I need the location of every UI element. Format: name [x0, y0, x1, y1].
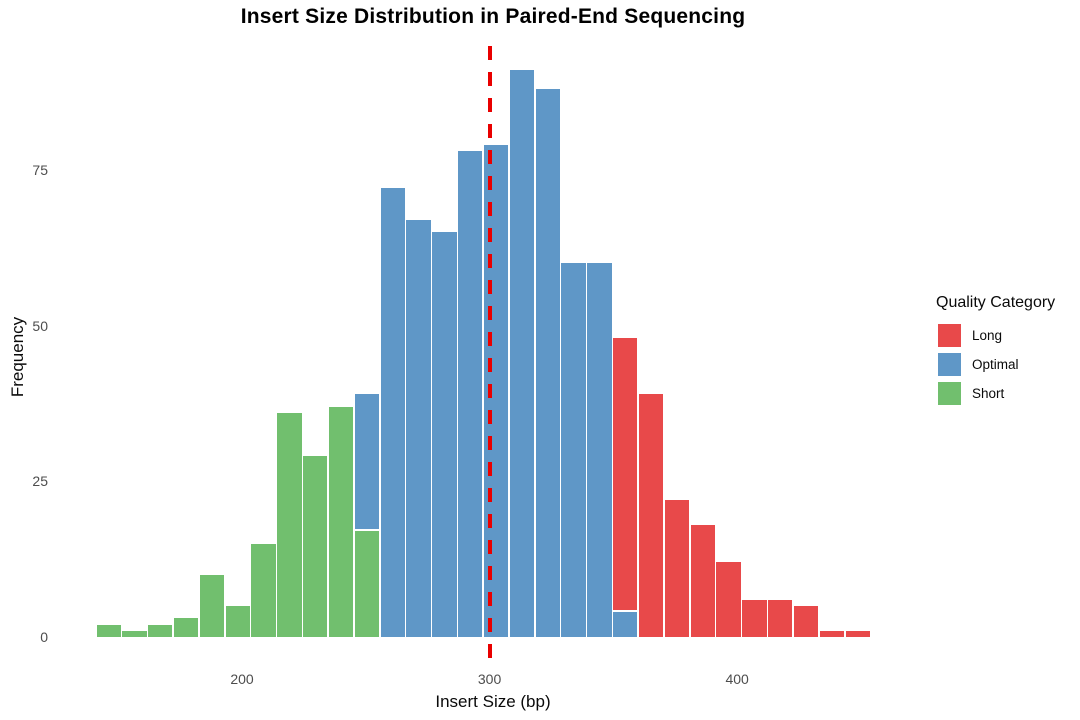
legend-color-swatch	[938, 323, 961, 347]
chart-title: Insert Size Distribution in Paired-End S…	[240, 5, 746, 28]
legend-label: Long	[972, 327, 1003, 343]
y-tick-label: 75	[32, 161, 48, 178]
legend: Quality Category Long Optimal Short	[936, 294, 1055, 410]
x-tick-label: 300	[477, 671, 502, 687]
y-tick-label: 0	[40, 629, 48, 645]
legend-item: Optimal	[936, 352, 1055, 376]
histogram-bar-segment	[613, 612, 638, 637]
y-axis-title: Frequency	[8, 316, 27, 398]
histogram-bar-segment	[328, 406, 354, 637]
mean-insert-size-vline	[487, 46, 492, 665]
y-tick-label: 25	[32, 473, 48, 490]
histogram-bar-segment	[199, 574, 225, 637]
histogram-bar-segment	[303, 456, 328, 637]
histogram-bar-segment	[819, 630, 844, 637]
legend-item: Long	[936, 323, 1055, 347]
plot-panel	[93, 43, 893, 665]
histogram-bar-segment	[561, 263, 586, 637]
histogram-bar-segment	[587, 263, 612, 637]
histogram-bar-segment	[458, 151, 483, 637]
histogram-bar-segment	[406, 219, 431, 637]
legend-title: Quality Category	[936, 294, 1056, 311]
histogram-bar-segment	[845, 630, 870, 637]
histogram-bar-segment	[173, 618, 199, 637]
histogram-bar-segment	[354, 394, 380, 532]
histogram-bar-segment	[638, 394, 664, 637]
x-axis-title: Insert Size (bp)	[435, 692, 551, 711]
legend-color-swatch	[938, 381, 961, 405]
histogram-bar-segment	[277, 412, 302, 637]
histogram-bar-segment	[690, 524, 715, 637]
histogram-bar-segment	[96, 624, 121, 637]
histogram-bar-segment	[716, 562, 741, 637]
histogram-bar-segment	[613, 337, 638, 613]
histogram-bar-segment	[380, 188, 405, 637]
histogram-bar-segment	[432, 232, 457, 637]
y-tick-label: 50	[32, 317, 48, 334]
histogram-bar-segment	[509, 70, 534, 637]
x-tick-label: 200	[230, 671, 254, 687]
histogram-bar-segment	[793, 605, 819, 637]
legend-items: Long Optimal Short	[936, 323, 1055, 405]
x-tick-label: 400	[725, 671, 749, 687]
histogram-bar-segment	[354, 531, 380, 637]
histogram-bar-segment	[122, 630, 147, 637]
histogram-bar-segment	[535, 88, 560, 637]
histogram-bar-segment	[225, 605, 250, 637]
histogram-bar-segment	[148, 624, 173, 637]
histogram-bar-segment	[742, 599, 767, 637]
histogram-bar-segment	[768, 599, 793, 637]
histogram-bar-segment	[251, 543, 276, 637]
legend-item: Short	[936, 381, 1055, 405]
histogram-bar-segment	[664, 499, 689, 637]
legend-label: Short	[972, 385, 1005, 401]
legend-color-swatch	[938, 352, 961, 376]
legend-label: Optimal	[972, 356, 1019, 372]
